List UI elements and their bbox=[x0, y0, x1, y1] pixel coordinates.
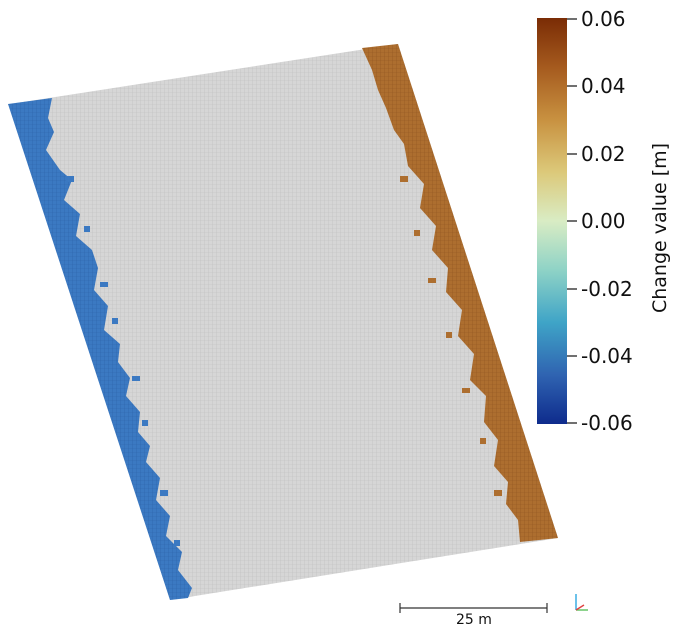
positive-change-speckles bbox=[400, 176, 502, 496]
point-cloud-surface bbox=[10, 44, 558, 600]
axes-triad-icon bbox=[575, 594, 588, 611]
negative-change-region bbox=[8, 98, 192, 600]
colorbar-gradient bbox=[537, 18, 567, 424]
scale-bar bbox=[399, 603, 548, 613]
negative-change-speckles bbox=[66, 176, 180, 546]
colorbar-ticks bbox=[567, 18, 577, 424]
positive-change-region bbox=[362, 44, 558, 542]
